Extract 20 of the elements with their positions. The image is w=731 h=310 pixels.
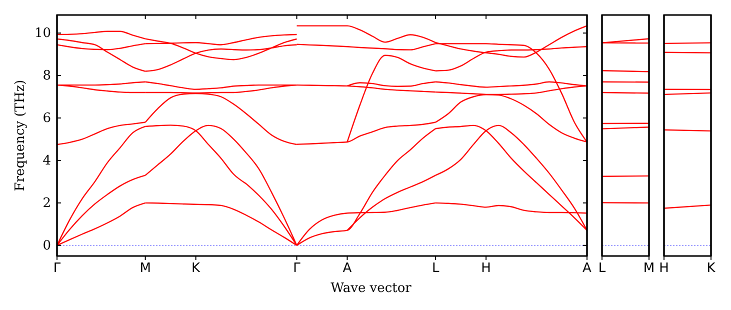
x-tick-label: A <box>342 261 352 276</box>
x-tick-label: M <box>643 261 655 276</box>
y-tick-label: 8 <box>42 68 51 84</box>
x-tick-label: Γ <box>293 261 302 276</box>
x-axis-title: Wave vector <box>330 281 412 296</box>
y-axis-title: Frequency (THz) <box>13 80 28 192</box>
y-tick-label: 0 <box>42 238 51 254</box>
x-tick-label: K <box>706 261 716 276</box>
x-tick-label: Γ <box>53 261 62 276</box>
x-tick-label: H <box>481 261 491 276</box>
x-tick-label: L <box>432 261 440 276</box>
y-tick-label: 6 <box>42 111 51 126</box>
x-tick-label: L <box>598 261 606 276</box>
y-tick-label: 10 <box>34 26 51 42</box>
x-tick-label: A <box>582 261 592 276</box>
x-tick-label: H <box>659 261 669 276</box>
x-tick-label: M <box>140 261 151 276</box>
x-tick-label: K <box>192 261 201 276</box>
y-tick-label: 4 <box>42 154 51 169</box>
y-tick-label: 2 <box>42 196 51 212</box>
